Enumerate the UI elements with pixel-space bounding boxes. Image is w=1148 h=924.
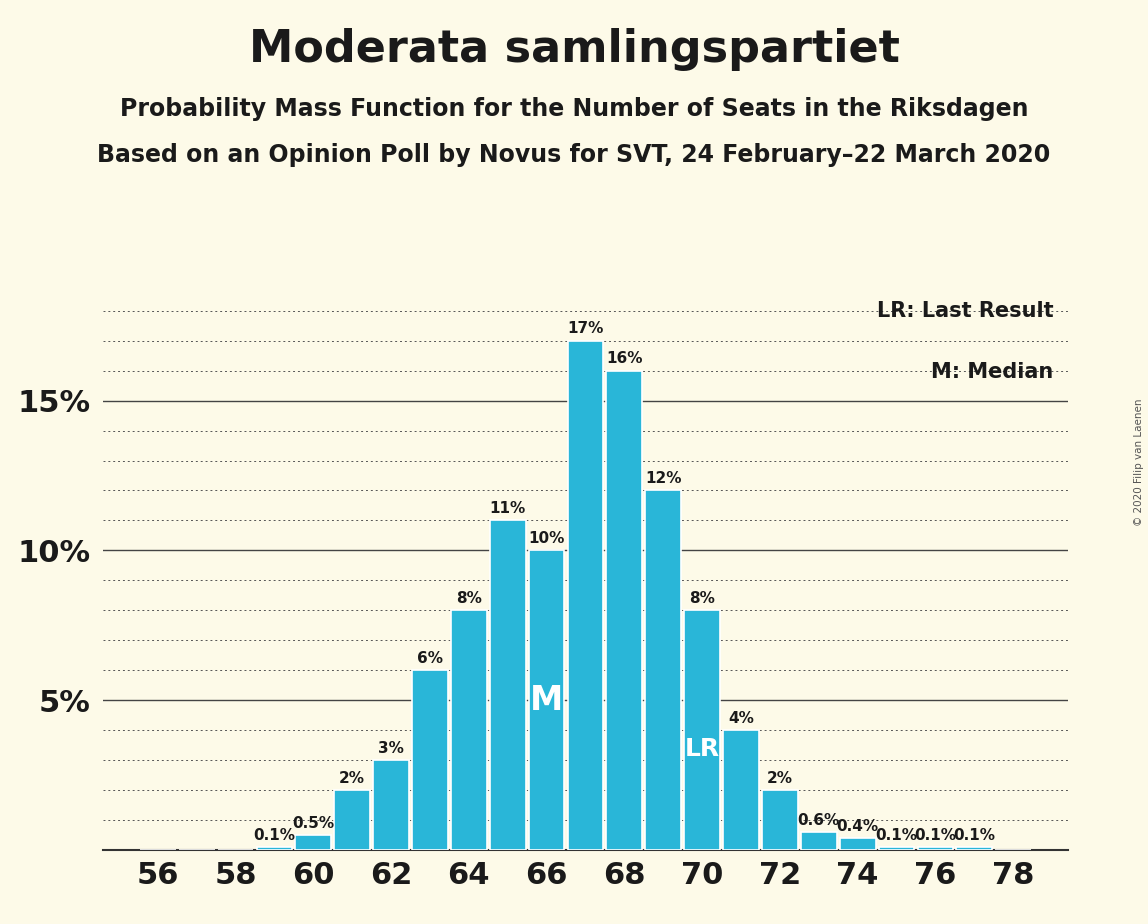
Bar bbox=[529, 551, 565, 850]
Text: 17%: 17% bbox=[567, 322, 604, 336]
Bar bbox=[878, 847, 915, 850]
Bar bbox=[956, 847, 992, 850]
Text: 10%: 10% bbox=[528, 531, 565, 546]
Text: Probability Mass Function for the Number of Seats in the Riksdagen: Probability Mass Function for the Number… bbox=[119, 97, 1029, 121]
Bar bbox=[567, 341, 604, 850]
Bar bbox=[256, 847, 293, 850]
Text: © 2020 Filip van Laenen: © 2020 Filip van Laenen bbox=[1134, 398, 1143, 526]
Bar bbox=[684, 611, 720, 850]
Text: 11%: 11% bbox=[489, 501, 526, 516]
Bar bbox=[490, 520, 526, 850]
Bar bbox=[723, 730, 759, 850]
Text: 3%: 3% bbox=[378, 741, 404, 756]
Bar bbox=[295, 835, 331, 850]
Text: 0.1%: 0.1% bbox=[953, 828, 995, 843]
Text: 0.1%: 0.1% bbox=[876, 828, 917, 843]
Text: 0.4%: 0.4% bbox=[837, 819, 878, 833]
Text: 4%: 4% bbox=[728, 711, 754, 725]
Text: 2%: 2% bbox=[339, 771, 365, 785]
Text: M: M bbox=[530, 684, 564, 717]
Text: Moderata samlingspartiet: Moderata samlingspartiet bbox=[249, 28, 899, 71]
Text: 12%: 12% bbox=[645, 471, 682, 486]
Text: 0.6%: 0.6% bbox=[798, 812, 840, 828]
Text: Based on an Opinion Poll by Novus for SVT, 24 February–22 March 2020: Based on an Opinion Poll by Novus for SV… bbox=[98, 143, 1050, 167]
Text: 16%: 16% bbox=[606, 351, 643, 366]
Text: 6%: 6% bbox=[417, 650, 443, 666]
Bar bbox=[801, 833, 837, 850]
Bar bbox=[334, 790, 370, 850]
Text: LR: LR bbox=[684, 737, 720, 761]
Bar bbox=[917, 847, 953, 850]
Text: 8%: 8% bbox=[689, 590, 715, 606]
Text: 0.1%: 0.1% bbox=[254, 828, 295, 843]
Text: 0.5%: 0.5% bbox=[293, 816, 334, 831]
Text: M: Median: M: Median bbox=[931, 362, 1053, 383]
Bar bbox=[451, 611, 487, 850]
Bar bbox=[840, 838, 876, 850]
Bar bbox=[606, 371, 642, 850]
Text: 8%: 8% bbox=[456, 590, 482, 606]
Bar bbox=[645, 491, 681, 850]
Text: 2%: 2% bbox=[767, 771, 793, 785]
Bar bbox=[762, 790, 798, 850]
Text: LR: Last Result: LR: Last Result bbox=[877, 301, 1053, 322]
Bar bbox=[373, 760, 409, 850]
Bar bbox=[412, 670, 448, 850]
Text: 0.1%: 0.1% bbox=[915, 828, 956, 843]
